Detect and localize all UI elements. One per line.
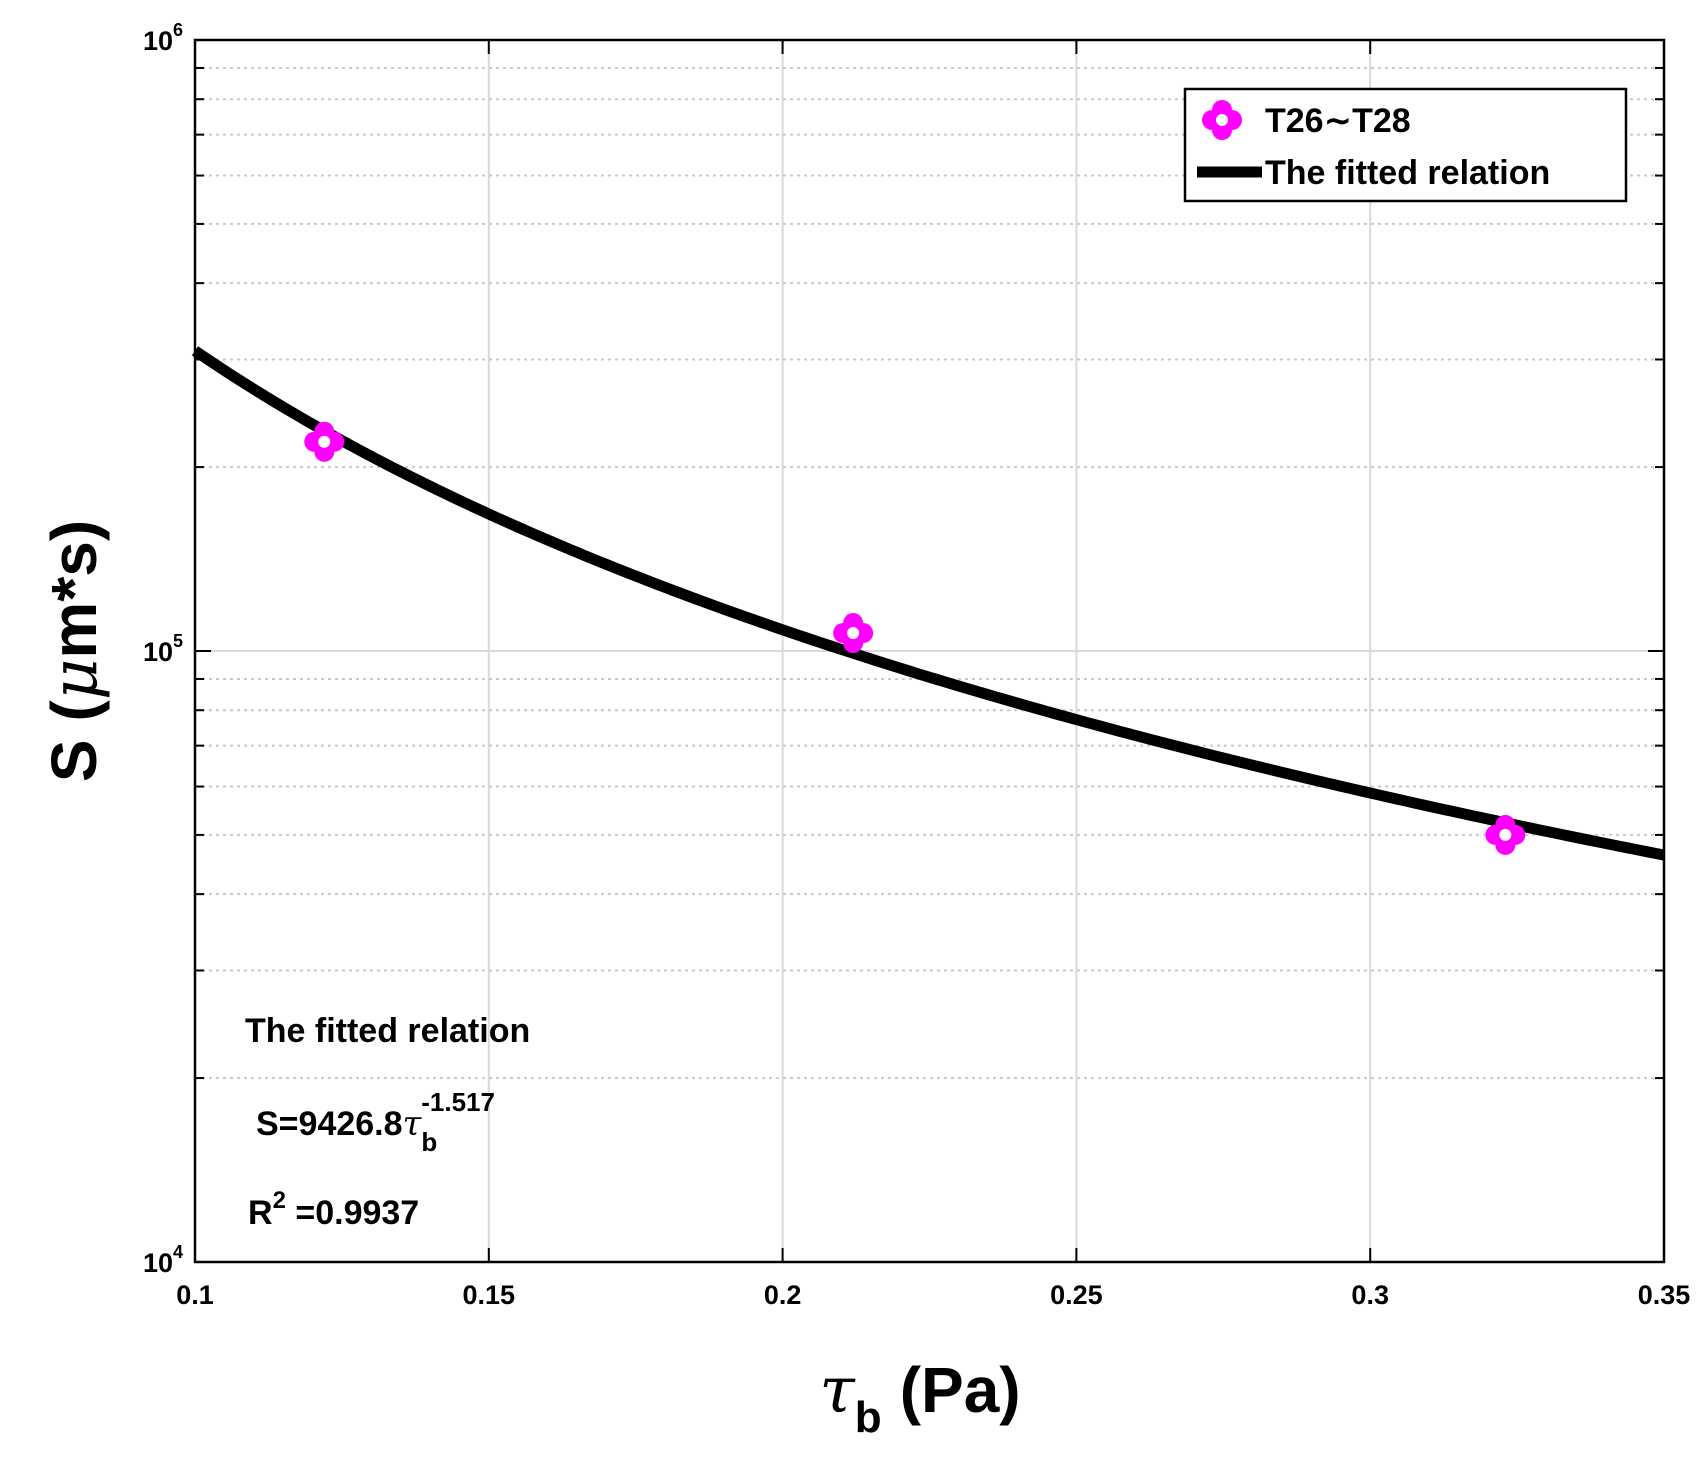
fitted-curve-layer <box>191 346 1666 861</box>
r2-exponent: 2 <box>273 1187 286 1214</box>
r2-value: =0.9937 <box>286 1194 419 1232</box>
annotation-equation: S=9426.8τb -1.517 <box>256 1087 495 1157</box>
y-tick-label: 105 <box>143 631 183 667</box>
legend-marker <box>1202 100 1242 140</box>
y-axis-unit: m*s) <box>38 520 110 659</box>
fitted-curve <box>191 346 1666 861</box>
x-tick-label: 0.2 <box>764 1280 802 1310</box>
x-tick-label: 0.3 <box>1351 1280 1389 1310</box>
marker-petal <box>324 431 345 452</box>
marker-petal <box>833 623 854 644</box>
x-axis-title: τb (Pa) <box>819 1354 1020 1442</box>
fit-annotation: The fitted relation S=9426.8τb -1.517 R2 … <box>245 1012 530 1232</box>
marker-petal <box>1485 824 1506 845</box>
marker-layer <box>304 421 1526 855</box>
y-tick-label: 106 <box>143 20 183 56</box>
y-axis-paren: ( <box>38 699 110 721</box>
x-axis-subscript: b <box>855 1393 882 1442</box>
r2-label: R <box>248 1194 273 1232</box>
y-axis-title: S (μm*s) <box>38 520 112 782</box>
marker-petal <box>304 431 325 452</box>
x-tick-label: 0.25 <box>1050 1280 1103 1310</box>
marker-center <box>847 627 860 640</box>
marker-petal <box>1222 110 1242 130</box>
y-tick-base: 10 <box>143 1248 173 1278</box>
equation-lhs: S=9426.8 <box>256 1105 403 1143</box>
marker-center <box>1216 114 1228 126</box>
legend-marker-icon <box>1202 100 1242 140</box>
data-point <box>833 613 874 654</box>
data-point <box>1485 814 1526 855</box>
legend: T26∼T28 The fitted relation <box>1183 87 1628 203</box>
y-axis-mu: μ <box>38 659 112 701</box>
equation-exponent: -1.517 <box>421 1087 495 1117</box>
equation-subscript: b <box>421 1127 437 1157</box>
annotation-heading: The fitted relation <box>245 1012 530 1050</box>
equation-symbol: τ <box>403 1104 423 1144</box>
y-axis-variable: S <box>38 739 110 782</box>
legend-box <box>1183 87 1628 203</box>
marker-center <box>1499 828 1512 841</box>
x-tick-label: 0.1 <box>176 1280 214 1310</box>
x-tick-label: 0.35 <box>1638 1280 1691 1310</box>
y-tick-exponent: 5 <box>173 631 183 651</box>
data-point <box>304 421 345 462</box>
y-tick-base: 10 <box>143 637 173 667</box>
x-axis-symbol: τ <box>819 1354 856 1428</box>
y-tick-label: 104 <box>143 1242 183 1278</box>
y-tick-exponent: 4 <box>173 1242 183 1262</box>
marker-center <box>318 435 331 448</box>
x-tick-label: 0.15 <box>463 1280 516 1310</box>
y-tick-exponent: 6 <box>173 20 183 40</box>
ticks <box>194 39 1665 1263</box>
x-axis-unit: (Pa) <box>900 1354 1021 1426</box>
legend-label-fit: The fitted relation <box>1265 154 1550 192</box>
legend-label-scatter: T26∼T28 <box>1265 102 1411 140</box>
marker-petal <box>1505 824 1526 845</box>
marker-petal <box>853 623 874 644</box>
y-tick-base: 10 <box>143 26 173 56</box>
annotation-r2: R2 =0.9937 <box>248 1187 419 1232</box>
marker-petal <box>1202 110 1222 130</box>
